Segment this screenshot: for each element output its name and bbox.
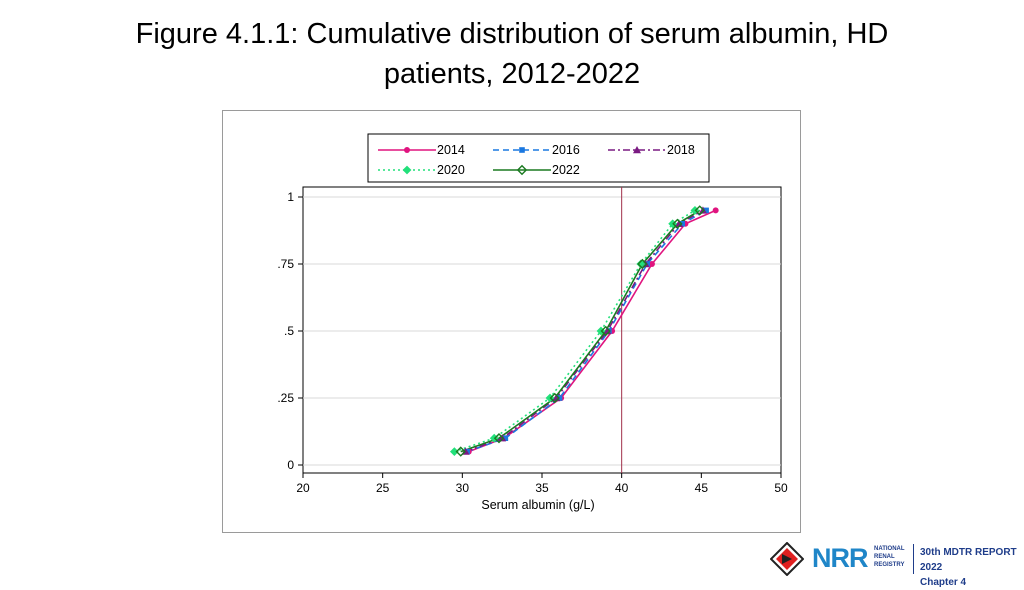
data-point-diamond-open [455,446,466,457]
x-tick-label: 25 [376,481,390,495]
data-point-triangle [633,146,641,154]
title-line-2: patients, 2012-2022 [383,58,641,90]
x-tick-label: 40 [615,481,629,495]
nrr-logo-text: NRR [812,543,868,573]
legend-label-2020: 2020 [437,163,465,177]
data-point-diamond [636,259,646,269]
legend-label-2014: 2014 [437,143,465,157]
org-line-2: RENAL [874,554,895,560]
data-point-diamond-open [637,258,648,270]
registry-logo-icon [770,542,804,576]
marker-group [449,205,719,457]
cumulative-distribution-chart: 2014 2016 2018 2020 2022 0 .25 .5 .75 1 20 25 30 35 4… [277,133,788,512]
report-chapter: Chapter 4 [920,577,967,588]
legend-label-2018: 2018 [667,143,695,157]
page-title: Figure 4.1.1: Cumulative distribution of… [0,14,1024,94]
data-point-diamond-open [516,164,528,176]
legend: 2014 2016 2018 2020 2022 [367,133,710,183]
x-tick-label: 20 [296,481,310,495]
data-point-diamond-open [493,433,505,444]
data-point-circle [404,147,410,153]
grid [302,186,782,474]
chart-panel: 2014 2016 2018 2020 2022 0 .25 .5 .75 1 20 25 30 35 4… [222,110,801,533]
legend-label-2022: 2022 [552,163,580,177]
data-point-diamond-open [672,218,683,229]
y-tick-label: .25 [277,391,294,405]
data-point-diamond-open [600,325,611,337]
legend-label-2016: 2016 [552,143,580,157]
data-point-circle [712,207,719,214]
legend-box [367,133,710,183]
data-point-square [703,207,709,214]
data-point-diamond-open [549,392,560,404]
org-line-3: REGISTRY [874,562,905,568]
data-point-diamond-open [694,205,705,216]
y-tick-label: 0 [287,458,294,472]
footer-branding: NRR NATIONAL RENAL REGISTRY 30th MDTR RE… [770,540,1024,588]
x-tick-label: 35 [535,481,549,495]
data-point-square [519,147,525,153]
x-axis-label: Serum albumin (g/L) [481,498,594,512]
footer-divider [913,544,914,574]
title-line-1: Figure 4.1.1: Cumulative distribution of… [135,18,889,50]
report-info: 30th MDTR REPORT 2022 Chapter 4 [920,545,1024,590]
y-tick-label: .5 [284,324,294,338]
y-tick-label: 1 [287,190,294,204]
report-title: 30th MDTR REPORT 2022 [920,547,1017,573]
organization-name: NATIONAL RENAL REGISTRY [874,545,905,569]
x-tick-label: 50 [774,481,788,495]
data-point-circle [648,261,655,267]
axes: 0 .25 .5 .75 1 20 25 30 35 40 45 50 [277,190,788,495]
x-tick-label: 30 [456,481,470,495]
x-tick-label: 45 [695,481,709,495]
org-line-1: NATIONAL [874,546,905,552]
plot-area [302,186,782,474]
data-point-diamond [449,447,459,456]
data-point-square [502,435,509,441]
y-tick-label: .75 [277,257,294,271]
